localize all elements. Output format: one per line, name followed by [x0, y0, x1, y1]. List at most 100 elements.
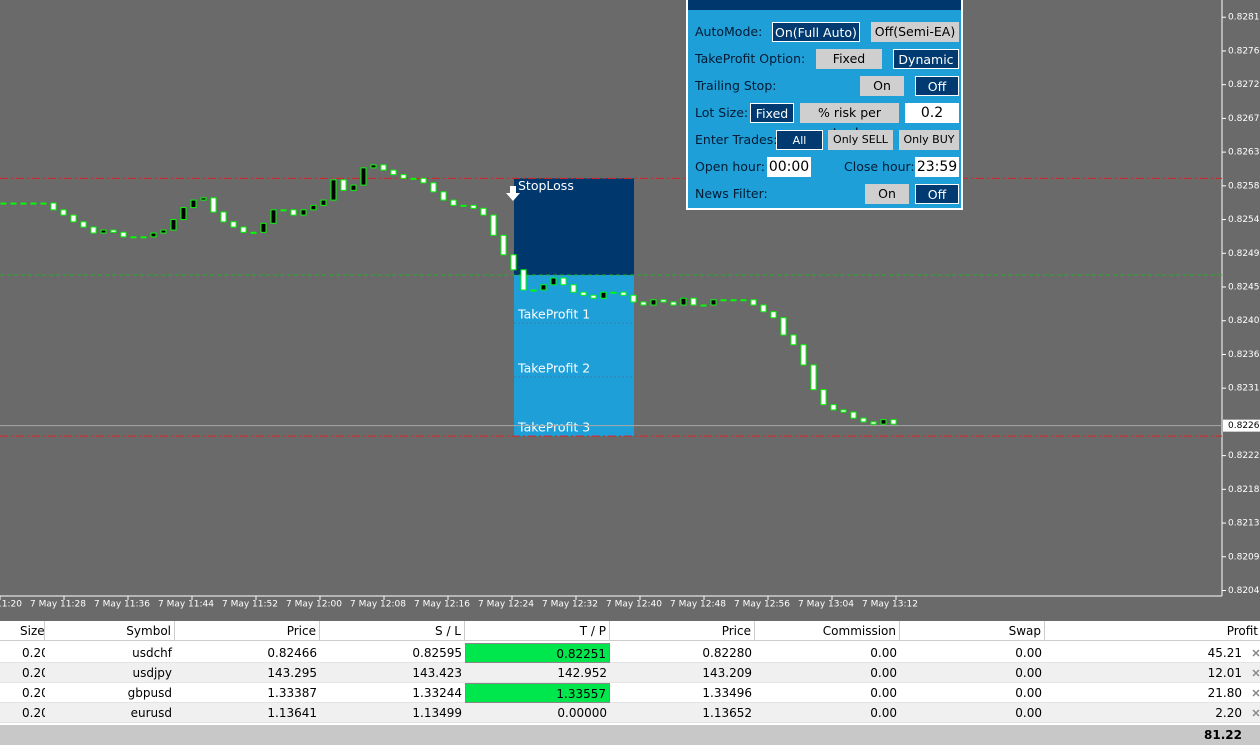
- input[interactable]: 0.2: [905, 103, 959, 123]
- input[interactable]: 00:00: [767, 157, 811, 177]
- candle: [400, 174, 407, 179]
- candle: [120, 231, 127, 238]
- table-cell: 143.295: [267, 666, 317, 680]
- take-profit-label: TakeProfit 1: [517, 306, 590, 321]
- table-cell: usdchf: [132, 646, 172, 660]
- close-icon[interactable]: [1252, 669, 1260, 677]
- candle: [830, 404, 837, 411]
- button[interactable]: Fixed: [750, 103, 794, 123]
- x-tick-label: 7 May 12:00: [286, 600, 342, 610]
- table-cell: 0.00: [1015, 666, 1042, 680]
- column-header: S / L: [320, 621, 465, 641]
- y-tick-label: 0.82225: [1228, 451, 1260, 461]
- candle: [60, 209, 67, 216]
- candle: [500, 234, 507, 256]
- label: Enter Trades:: [695, 132, 778, 147]
- candle: [470, 204, 477, 209]
- candle: [540, 284, 547, 291]
- x-tick-label: 7 May 12:24: [478, 600, 534, 610]
- button[interactable]: Fixed: [816, 49, 882, 69]
- current-price-label: 0.82265: [1228, 421, 1260, 431]
- table-cell: 12.01: [1207, 666, 1242, 680]
- candle: [100, 229, 107, 234]
- candle: [80, 221, 87, 228]
- label: Trailing Stop:: [695, 78, 777, 93]
- x-tick-label: 7 May 12:40: [606, 600, 662, 610]
- button[interactable]: On(Full Auto): [772, 22, 860, 42]
- y-tick-label: 0.82405: [1228, 316, 1260, 326]
- candle: [70, 214, 77, 223]
- column-header: Swap: [900, 621, 1045, 641]
- table-cell: 0.00000: [557, 706, 607, 720]
- candle: [270, 209, 277, 224]
- candle: [840, 409, 847, 413]
- x-tick-label: 7 May 11:52: [222, 600, 278, 610]
- table-cell: 0.82251: [465, 643, 610, 663]
- button[interactable]: % risk per trade: [800, 103, 899, 140]
- table-cell: eurusd: [130, 706, 172, 720]
- label: Lot Size:: [695, 105, 749, 120]
- take-profit-label: TakeProfit 2: [517, 360, 590, 375]
- table-cell: 143.423: [412, 666, 462, 680]
- button[interactable]: Off(Semi-EA): [871, 22, 959, 42]
- close-icon[interactable]: [1252, 689, 1260, 697]
- table-cell: 1.13652: [702, 706, 752, 720]
- candle: [670, 301, 677, 306]
- button[interactable]: Dynamic: [893, 49, 959, 69]
- candle: [350, 184, 357, 191]
- table-cell: 0.00: [1015, 706, 1042, 720]
- input[interactable]: 23:59: [915, 157, 959, 177]
- stop-loss-zone: [514, 178, 634, 276]
- candle: [280, 209, 287, 212]
- table-cell: 0.82595: [412, 646, 462, 660]
- button[interactable]: Only SELL: [828, 130, 893, 150]
- y-tick-label: 0.82045: [1228, 586, 1260, 596]
- candle: [300, 209, 307, 216]
- candle: [610, 291, 617, 294]
- candle: [530, 289, 537, 292]
- x-tick-label: 7 May 11:28: [30, 600, 86, 610]
- table-cell: 0.20: [22, 666, 45, 680]
- label: AutoMode:: [695, 24, 763, 39]
- table-cell: 0.00: [870, 646, 897, 660]
- candle: [20, 202, 27, 205]
- candle: [240, 226, 247, 233]
- column-header: T / P: [465, 621, 610, 641]
- button[interactable]: On: [865, 184, 909, 204]
- candle: [870, 421, 877, 425]
- button[interactable]: Only BUY: [899, 130, 959, 150]
- candle: [50, 202, 57, 211]
- candle: [150, 232, 157, 238]
- candle: [620, 291, 627, 296]
- close-icon[interactable]: [1252, 649, 1260, 657]
- table-cell: 2.20: [1215, 706, 1242, 720]
- candle: [820, 389, 827, 406]
- candle: [640, 301, 647, 306]
- table-cell: 21.80: [1207, 686, 1242, 700]
- candle: [360, 167, 367, 186]
- button[interactable]: Off: [915, 76, 959, 96]
- candle: [200, 197, 207, 201]
- button[interactable]: Off: [915, 184, 959, 204]
- take-profit-label: TakeProfit 3: [517, 420, 590, 435]
- table-cell: 1.33557: [465, 683, 610, 703]
- x-tick-label: 7 May 12:08: [350, 600, 406, 610]
- candle: [860, 417, 867, 423]
- button[interactable]: All: [776, 130, 823, 150]
- candle: [560, 277, 567, 286]
- candle: [330, 179, 337, 201]
- candle: [320, 199, 327, 206]
- candle: [800, 344, 807, 366]
- candle: [890, 419, 897, 425]
- candle: [850, 411, 857, 419]
- candle: [490, 214, 497, 236]
- candle: [230, 221, 237, 228]
- close-icon[interactable]: [1252, 709, 1260, 717]
- candle: [220, 211, 227, 223]
- candle: [290, 209, 297, 216]
- candle: [440, 191, 447, 201]
- button[interactable]: On: [860, 76, 904, 96]
